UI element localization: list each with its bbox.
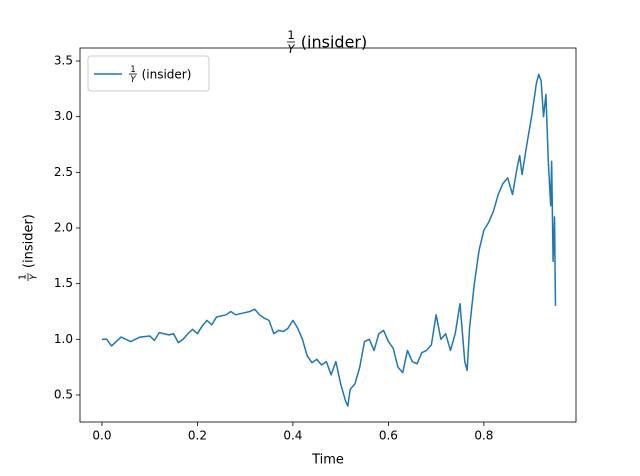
y-tick-label: 1.5: [54, 276, 73, 290]
legend-label: 1Y (insider): [129, 65, 191, 85]
legend-box: [87, 55, 210, 92]
fraction-denominator: Y: [287, 42, 295, 56]
y-tick-label: 2.5: [54, 165, 73, 179]
fraction-denominator: Y: [130, 75, 136, 85]
x-tick-label: 0.0: [92, 429, 111, 443]
y-tick-label: 3.5: [54, 54, 73, 68]
x-tick-label: 0.4: [283, 429, 302, 443]
fraction-denominator: Y: [29, 273, 40, 280]
x-tick-label: 0.8: [474, 429, 493, 443]
fraction-suffix: (insider): [142, 68, 192, 82]
fraction-numerator: 1: [130, 65, 136, 75]
y-tick-label: 3.0: [54, 109, 73, 123]
fraction-numerator: 1: [17, 274, 28, 280]
fraction-suffix: (insider): [22, 214, 37, 268]
plot-frame: [79, 47, 577, 423]
y-axis-label: 1 Y (insider): [17, 214, 40, 281]
y-tick-label: 0.5: [54, 387, 73, 401]
y-tick-label: 1.0: [54, 332, 73, 346]
fraction-suffix: (insider): [301, 33, 367, 52]
x-axis-label: Time: [311, 453, 344, 468]
x-tick-label: 0.2: [188, 429, 207, 443]
chart-title: 1Y (insider): [287, 28, 367, 56]
x-tick-label: 0.6: [379, 429, 398, 443]
y-tick-label: 2.0: [54, 220, 73, 234]
fraction-numerator: 1: [287, 28, 294, 42]
data-line: [101, 73, 557, 407]
